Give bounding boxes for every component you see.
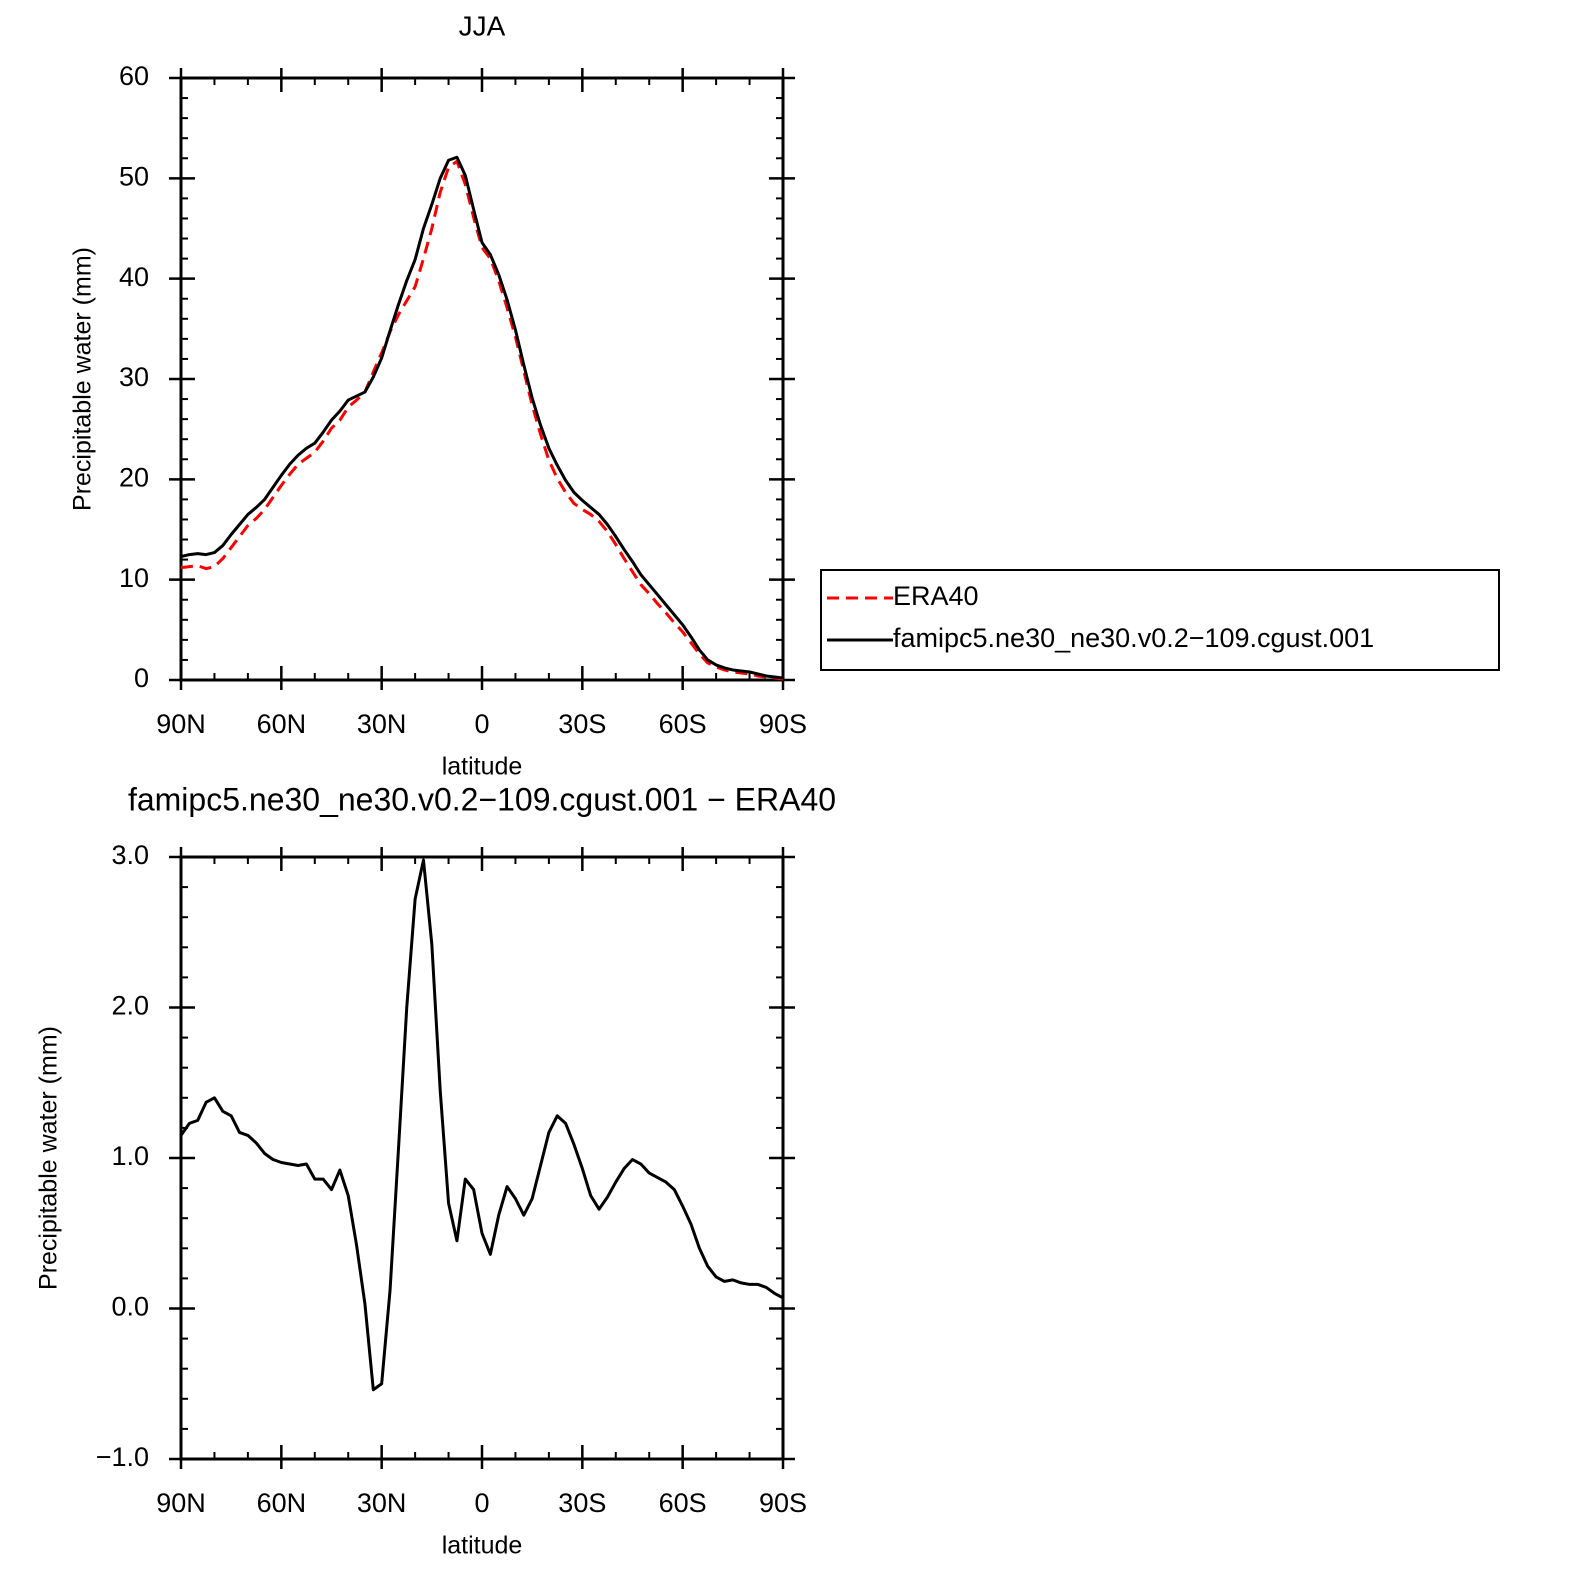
y-tick-label: 30 [119,362,149,392]
legend-label: ERA40 [893,581,979,611]
plot-frame [179,855,785,1461]
x-axis-label: latitude [442,1532,523,1560]
plot-frame [179,76,785,682]
data-line [180,159,784,681]
x-tick-label: 90N [156,1488,206,1518]
y-tick-label: 1.0 [111,1141,149,1171]
y-tick-label: 0 [134,663,149,693]
x-tick-label: 60S [659,1488,707,1518]
x-tick-label: 60N [257,1488,307,1518]
y-tick-label: 20 [119,462,149,492]
y-tick-label: 40 [119,262,149,292]
y-tick-label: 50 [119,161,149,191]
x-tick-label: 90S [759,709,807,739]
x-tick-label: 90S [759,1488,807,1518]
x-tick-label: 30S [558,1488,606,1518]
y-tick-label: 10 [119,563,149,593]
legend-box [820,569,1500,671]
y-tick-label: −1.0 [96,1442,149,1472]
chart-title: famipc5.ne30_ne30.v0.2−109.cgust.001 − E… [128,781,836,817]
x-tick-label: 30N [357,709,407,739]
y-tick-label: 60 [119,61,149,91]
x-tick-label: 30S [558,709,606,739]
x-tick-label: 0 [474,1488,489,1518]
x-tick-label: 0 [474,709,489,739]
chart-title: JJA [459,10,506,41]
x-tick-label: 60S [659,709,707,739]
y-axis-label: Precipitable water (mm) [69,247,97,511]
data-line [180,155,784,680]
y-tick-label: 0.0 [111,1292,149,1322]
y-tick-label: 2.0 [111,991,149,1021]
legend-label: famipc5.ne30_ne30.v0.2−109.cgust.001 [893,623,1374,653]
data-line [179,858,784,1392]
x-tick-label: 60N [257,709,307,739]
x-tick-label: 90N [156,709,206,739]
x-axis-label: latitude [442,753,523,781]
y-axis-label: Precipitable water (mm) [35,1026,63,1290]
y-tick-label: 3.0 [111,840,149,870]
x-tick-label: 30N [357,1488,407,1518]
